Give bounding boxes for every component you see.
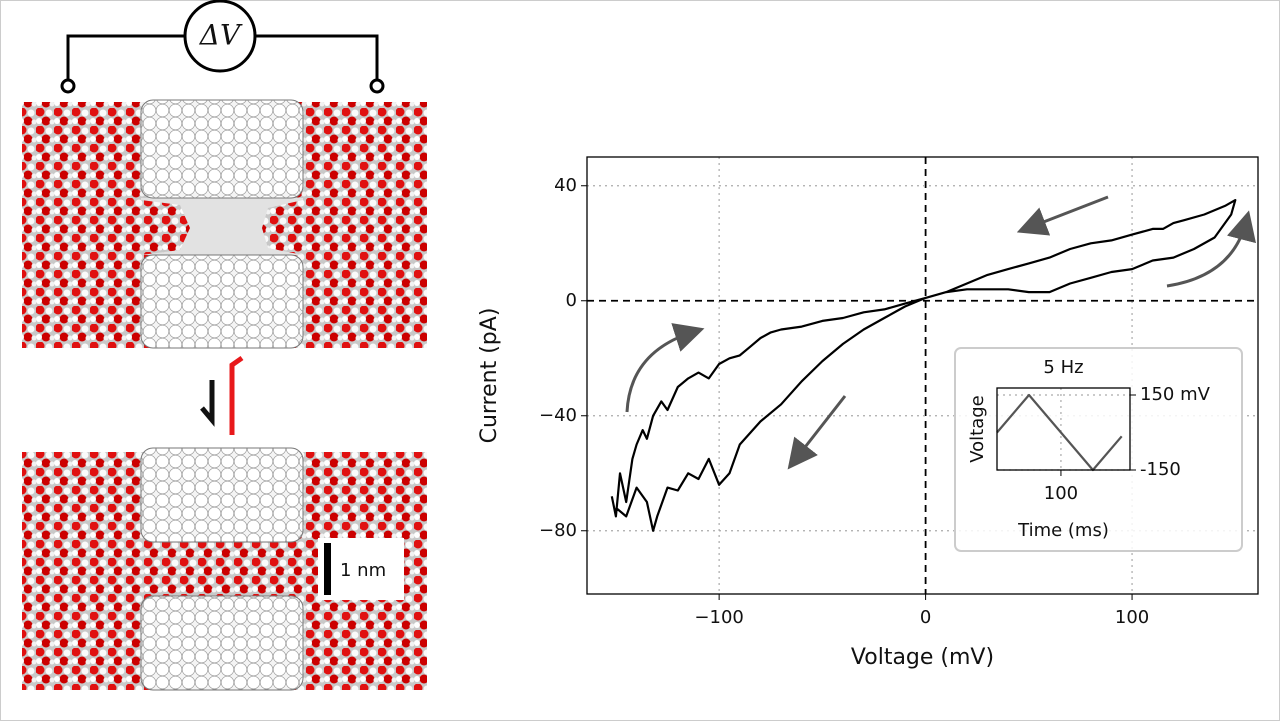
circuit <box>60 0 385 94</box>
inset-chart: 100 150 mV -150 5 Hz Time (ms) Voltage <box>967 357 1211 541</box>
plot-frame <box>586 156 1259 595</box>
y-tick-label: 150 mV <box>1140 384 1211 405</box>
y-axis-label: Current (pA) <box>477 308 502 444</box>
y-tick-label: 0 <box>566 290 577 311</box>
x-tick-label: 100 <box>1044 483 1078 504</box>
direction-arrows <box>625 195 1256 470</box>
simulation-top <box>22 99 427 349</box>
y-tick-label: -150 <box>1140 459 1181 480</box>
x-tick-label: −100 <box>694 607 743 628</box>
y-tick-label: −80 <box>539 520 577 541</box>
x-tick-label: 100 <box>1115 607 1149 628</box>
plot-frame <box>996 387 1131 471</box>
potential-label: ΔV <box>199 19 243 52</box>
scale-bar-label: 1 nm <box>340 560 386 581</box>
data-line <box>996 393 1123 472</box>
y-axis-label: Voltage <box>967 395 988 463</box>
x-axis-label: Time (ms) <box>1017 520 1109 541</box>
y-tick-label: 40 <box>554 175 577 196</box>
x-tick-label: 0 <box>920 607 931 628</box>
chart-title: 5 Hz <box>1043 357 1083 378</box>
x-axis-label: Voltage (mV) <box>851 645 994 670</box>
data-line <box>610 199 1237 532</box>
simulation-bottom <box>22 447 427 691</box>
switch-arrows <box>200 355 244 435</box>
y-tick-label: −40 <box>539 405 577 426</box>
